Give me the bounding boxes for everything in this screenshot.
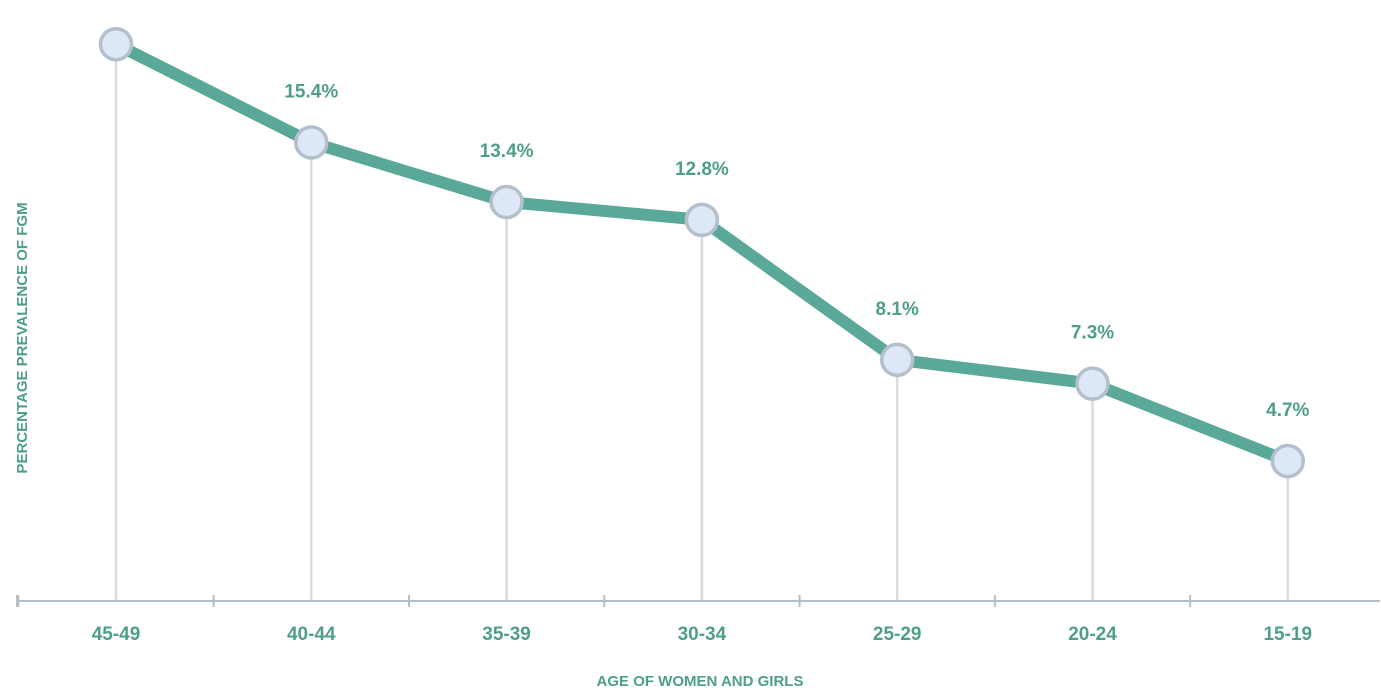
data-point (1270, 443, 1306, 479)
data-label: 4.7% (1266, 400, 1309, 421)
data-point (489, 184, 524, 220)
data-markers (98, 26, 1306, 479)
x-axis-title: AGE OF WOMEN AND GIRLS (597, 673, 804, 690)
drop-lines (114, 44, 1290, 601)
x-tick-label: 30-34 (678, 624, 727, 645)
data-point (879, 342, 915, 378)
x-tick-label: 15-19 (1263, 624, 1312, 645)
x-tick-label: 40-44 (287, 624, 336, 645)
data-label: 13.4% (480, 141, 534, 162)
data-point (294, 125, 329, 160)
x-tick-label: 25-29 (873, 624, 922, 645)
data-point (684, 202, 720, 238)
data-label: 12.8% (675, 159, 729, 180)
data-label: 18.7% (89, 0, 143, 4)
x-axis (16, 595, 1380, 607)
data-point (98, 26, 134, 62)
data-label: 8.1% (876, 299, 919, 320)
data-point (1075, 366, 1110, 401)
data-label: 7.3% (1071, 323, 1114, 344)
x-tick-labels: 45-49 40-44 35-39 30-34 25-29 20-24 15-19 (92, 624, 1312, 645)
x-tick-label: 35-39 (482, 624, 531, 645)
y-axis-title: PERCENTAGE PREVALENCE OF FGM (14, 202, 31, 473)
data-label: 15.4% (284, 81, 338, 102)
x-tick-label: 20-24 (1068, 624, 1117, 645)
data-labels: 18.7% 15.4% 13.4% 12.8% 8.1% 7.3% 4.7% (89, 0, 1309, 421)
x-tick-label: 45-49 (92, 624, 141, 645)
